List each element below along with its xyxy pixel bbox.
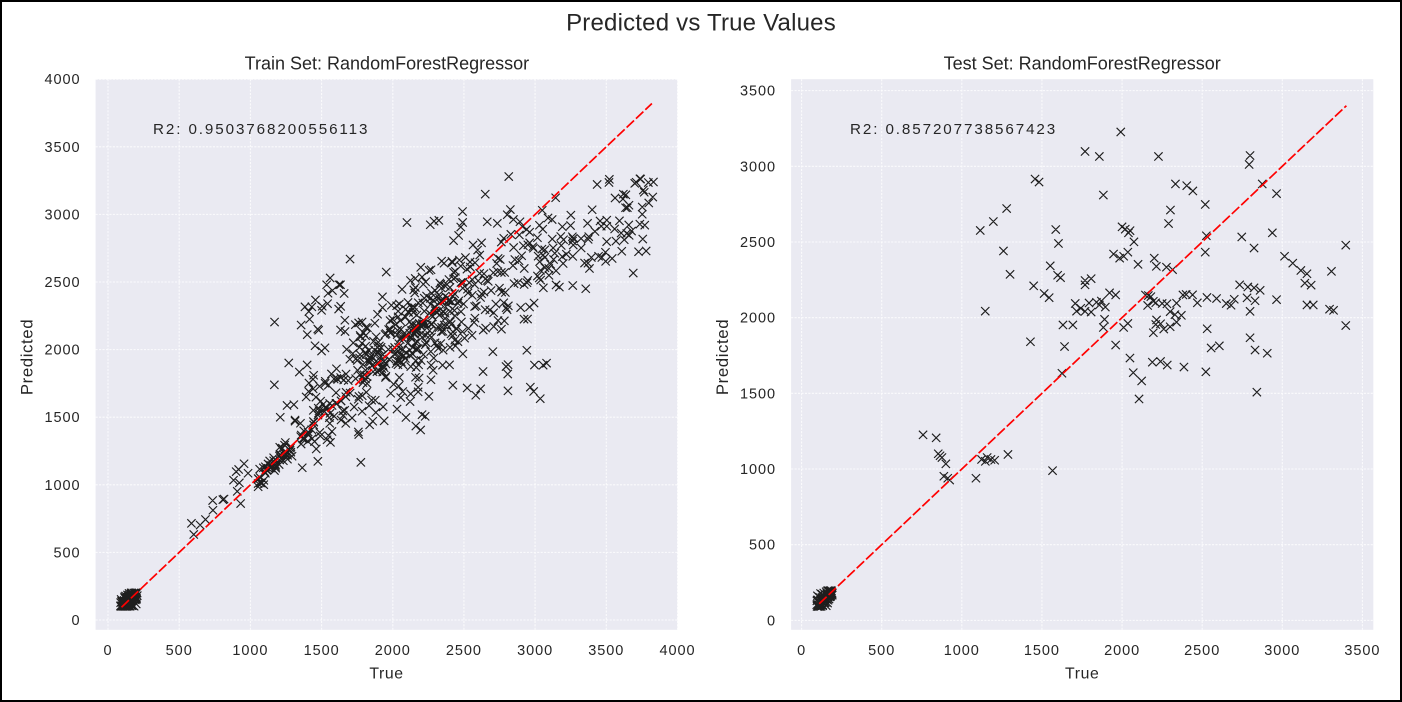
svg-text:2500: 2500 bbox=[740, 235, 776, 251]
svg-text:3500: 3500 bbox=[740, 84, 776, 100]
svg-text:4000: 4000 bbox=[659, 643, 695, 659]
svg-text:3500: 3500 bbox=[44, 140, 80, 156]
svg-text:3500: 3500 bbox=[588, 643, 624, 659]
svg-text:3000: 3000 bbox=[1264, 643, 1300, 659]
svg-text:0: 0 bbox=[71, 613, 80, 629]
svg-text:2000: 2000 bbox=[375, 643, 411, 659]
svg-text:2500: 2500 bbox=[1184, 643, 1220, 659]
svg-text:3500: 3500 bbox=[1344, 643, 1380, 659]
svg-text:0: 0 bbox=[797, 643, 806, 659]
svg-text:1500: 1500 bbox=[44, 410, 80, 426]
svg-text:Test Set: RandomForestRegresso: Test Set: RandomForestRegressor bbox=[944, 54, 1221, 74]
svg-text:4000: 4000 bbox=[44, 72, 80, 88]
svg-text:500: 500 bbox=[166, 643, 193, 659]
svg-text:500: 500 bbox=[53, 545, 80, 561]
svg-text:R2: 0.9503768200556113: R2: 0.9503768200556113 bbox=[153, 121, 369, 138]
svg-text:3000: 3000 bbox=[517, 643, 553, 659]
svg-text:1000: 1000 bbox=[944, 643, 980, 659]
svg-text:1000: 1000 bbox=[740, 462, 776, 478]
svg-text:2500: 2500 bbox=[44, 275, 80, 291]
svg-text:0: 0 bbox=[767, 613, 776, 629]
svg-text:1500: 1500 bbox=[740, 386, 776, 402]
svg-text:3000: 3000 bbox=[740, 159, 776, 175]
svg-text:2000: 2000 bbox=[1104, 643, 1140, 659]
svg-text:500: 500 bbox=[868, 643, 895, 659]
svg-text:Train Set: RandomForestRegress: Train Set: RandomForestRegressor bbox=[245, 54, 529, 74]
svg-text:1000: 1000 bbox=[232, 643, 268, 659]
svg-text:True: True bbox=[369, 665, 403, 682]
svg-text:3000: 3000 bbox=[44, 207, 80, 223]
svg-text:1500: 1500 bbox=[304, 643, 340, 659]
svg-text:1000: 1000 bbox=[44, 478, 80, 494]
svg-text:True: True bbox=[1065, 665, 1099, 682]
svg-text:500: 500 bbox=[749, 538, 776, 554]
svg-text:Predicted: Predicted bbox=[18, 319, 37, 395]
svg-text:R2: 0.857207738567423: R2: 0.857207738567423 bbox=[850, 121, 1057, 138]
svg-text:Predicted vs True Values: Predicted vs True Values bbox=[566, 10, 836, 37]
svg-text:0: 0 bbox=[103, 643, 112, 659]
svg-text:2500: 2500 bbox=[446, 643, 482, 659]
svg-text:2000: 2000 bbox=[740, 311, 776, 327]
svg-text:2000: 2000 bbox=[44, 343, 80, 359]
svg-text:1500: 1500 bbox=[1024, 643, 1060, 659]
svg-text:Predicted: Predicted bbox=[713, 319, 732, 395]
